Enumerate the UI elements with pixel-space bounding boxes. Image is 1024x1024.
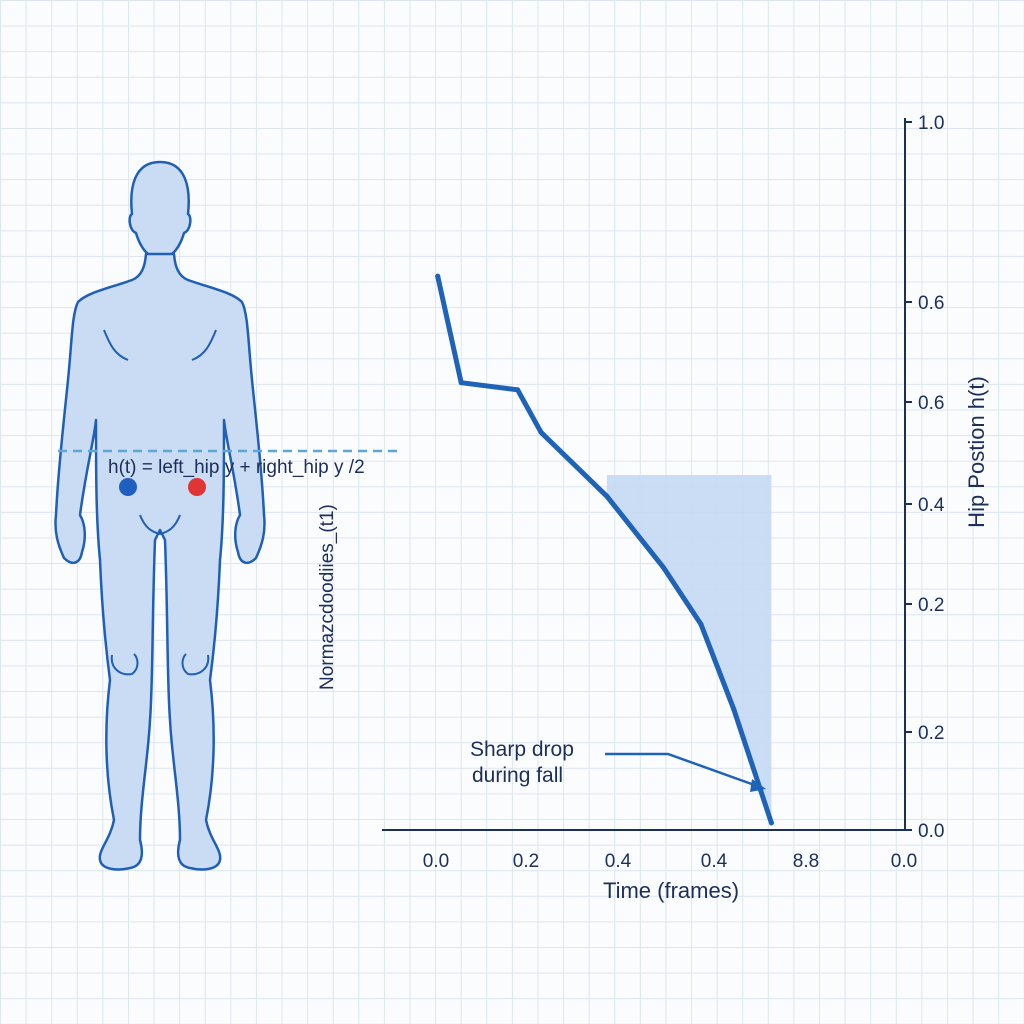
annotation-arrowhead [750,779,766,792]
x-tick-label: 8.8 [793,851,819,872]
y-tick-label: 0.2 [918,723,944,744]
left-hip-dot [119,478,137,496]
figure-head [128,160,192,262]
annotation-line-2: during fall [472,764,563,787]
y-tick-label: 1.0 [918,113,944,134]
series-point [698,621,704,627]
hip-formula: h(t) = left_hip y + right_hip y /2 [108,457,365,478]
annotation-arrow [605,752,761,789]
y-axis-label: Hip Postion h(t) [964,376,989,528]
y-ticks: 0.0 0.2 0.2 0.4 0.6 0.6 1.0 [905,113,945,842]
series-point [435,273,441,279]
x-ticks: 0.0 0.2 0.4 0.4 8.8 0.0 [423,851,917,872]
shaded-fall-region [606,475,772,823]
series-point [604,493,610,499]
y-tick-label: 0.6 [918,393,944,414]
annotation-line-1: Sharp drop [470,738,574,761]
x-tick-label: 0.4 [605,851,632,872]
figure-body [54,252,266,871]
x-tick-label: 0.4 [701,851,728,872]
series-points [435,273,774,826]
series-point [538,429,544,435]
y-tick-label: 0.4 [918,495,945,516]
series-point [731,706,737,712]
x-tick-label: 0.0 [891,851,917,872]
x-axis-label: Time (frames) [603,878,739,903]
y-tick-label: 0.0 [918,821,944,842]
right-hip-dot [188,478,206,496]
x-tick-label: 0.0 [423,851,449,872]
human-figure [54,160,266,871]
x-tick-label: 0.2 [513,851,539,872]
series-point [458,380,464,386]
figure-details [103,329,217,676]
side-label: Normazcdoodiies_(t1) [317,504,338,690]
series-point [515,387,521,393]
y-tick-label: 0.6 [918,293,944,314]
series-point [768,820,774,826]
hip-position-chart: 0.00.20.20.40.60.61.0 0.0 0.2 0.4 0.4 8.8 0.0… [382,113,989,903]
series-point [660,564,666,570]
y-tick-label: 0.2 [918,595,944,616]
